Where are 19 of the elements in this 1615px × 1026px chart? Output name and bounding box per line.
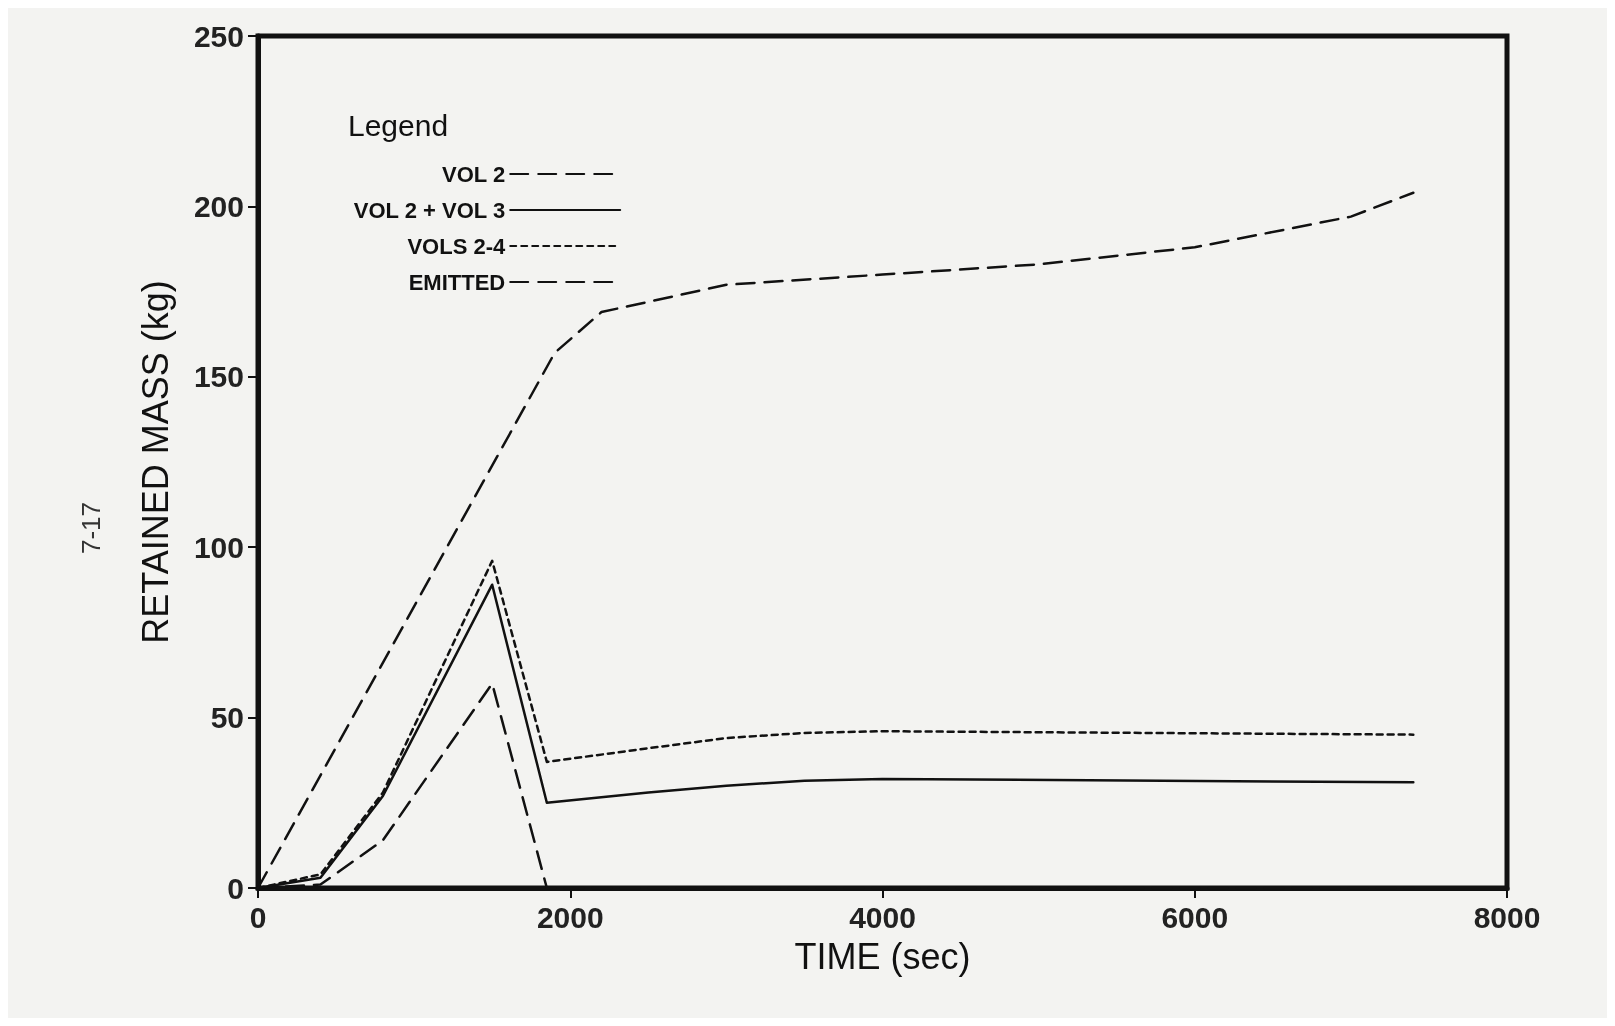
legend-label: VOLS 2-4 bbox=[407, 233, 506, 259]
legend-label: EMITTED bbox=[408, 269, 506, 295]
y-tick-label: 200 bbox=[193, 189, 244, 223]
y-axis-title: RETAINED MASS (kg) bbox=[134, 280, 176, 644]
y-tick-label: 0 bbox=[227, 871, 244, 905]
x-tick-label: 2000 bbox=[536, 900, 604, 934]
legend-title: Legend bbox=[348, 108, 449, 142]
y-tick-label: 250 bbox=[193, 19, 244, 53]
x-tick-label: 4000 bbox=[849, 900, 916, 934]
legend-label: VOL 2 + VOL 3 bbox=[353, 197, 506, 223]
text: 7-17 bbox=[76, 501, 106, 555]
x-tick-label: 8000 bbox=[1473, 900, 1541, 934]
y-tick-label: 150 bbox=[193, 360, 244, 394]
x-tick-label: 6000 bbox=[1161, 900, 1229, 934]
legend-label: VOL 2 bbox=[442, 161, 506, 187]
y-tick-label: 50 bbox=[210, 701, 244, 735]
x-axis-title: TIME (sec) bbox=[794, 935, 971, 977]
y-tick-label: 100 bbox=[193, 530, 244, 564]
x-tick-label: 0 bbox=[249, 900, 267, 934]
